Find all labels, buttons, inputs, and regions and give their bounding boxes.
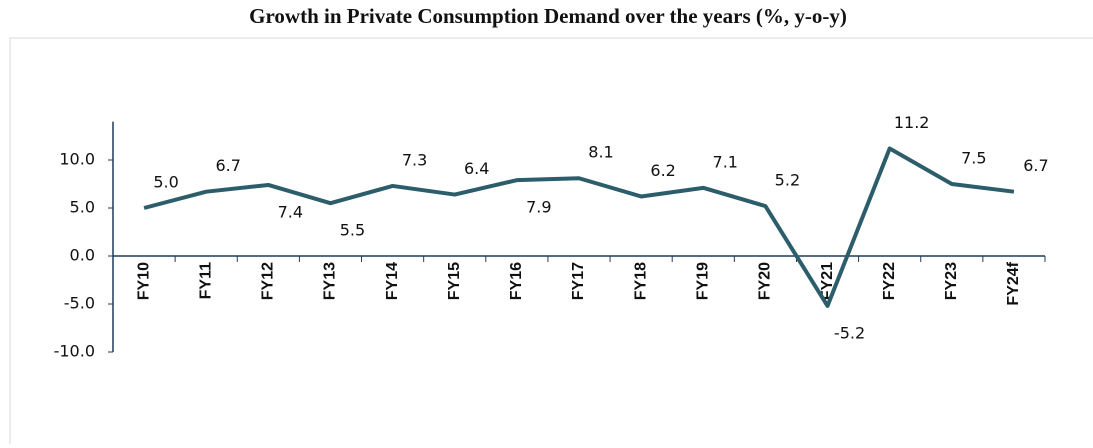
chart-title: Growth in Private Consumption Demand ove… [249,4,847,28]
x-tick-label: FY22 [881,262,898,300]
data-label: 7.3 [402,150,427,169]
chart-frame [9,37,1093,448]
x-tick-label: FY19 [694,262,711,300]
data-label: 6.7 [1023,156,1048,175]
data-line [143,146,1015,308]
x-tick-label: FY17 [570,262,587,300]
x-tick-label: FY13 [322,262,339,300]
x-tick-label: FY20 [757,262,774,300]
data-label: 7.4 [278,202,303,221]
x-tick-label: FY12 [260,262,277,300]
y-tick-label: 5.0 [70,198,95,217]
data-label: 6.7 [215,156,240,175]
x-tick-label: FY18 [632,262,649,300]
y-tick-label: 0.0 [70,246,95,265]
data-label: -5.2 [834,323,865,342]
data-label: 5.0 [153,173,178,192]
data-label: 5.2 [775,171,800,190]
data-label: 5.5 [340,221,365,240]
y-tick-label: -10.0 [54,342,95,361]
x-tick-label: FY24f [1005,261,1022,305]
x-tick-label: FY11 [197,262,214,299]
data-label: 7.9 [526,198,551,217]
x-tick-label: FY10 [135,262,152,300]
x-tick-label: FY16 [508,262,525,300]
data-label: 7.1 [713,152,738,171]
x-tick-label: FY15 [446,262,463,300]
data-label: 8.1 [588,143,613,162]
data-label: 6.4 [464,159,489,178]
x-tick-label: FY23 [943,262,960,300]
data-label: 11.2 [894,113,930,132]
data-label: 6.2 [650,161,675,180]
x-tick-label: FY14 [384,262,401,300]
y-tick-label: 10.0 [59,150,95,169]
data-label: 7.5 [961,149,986,168]
y-tick-label: -5.0 [64,294,95,313]
